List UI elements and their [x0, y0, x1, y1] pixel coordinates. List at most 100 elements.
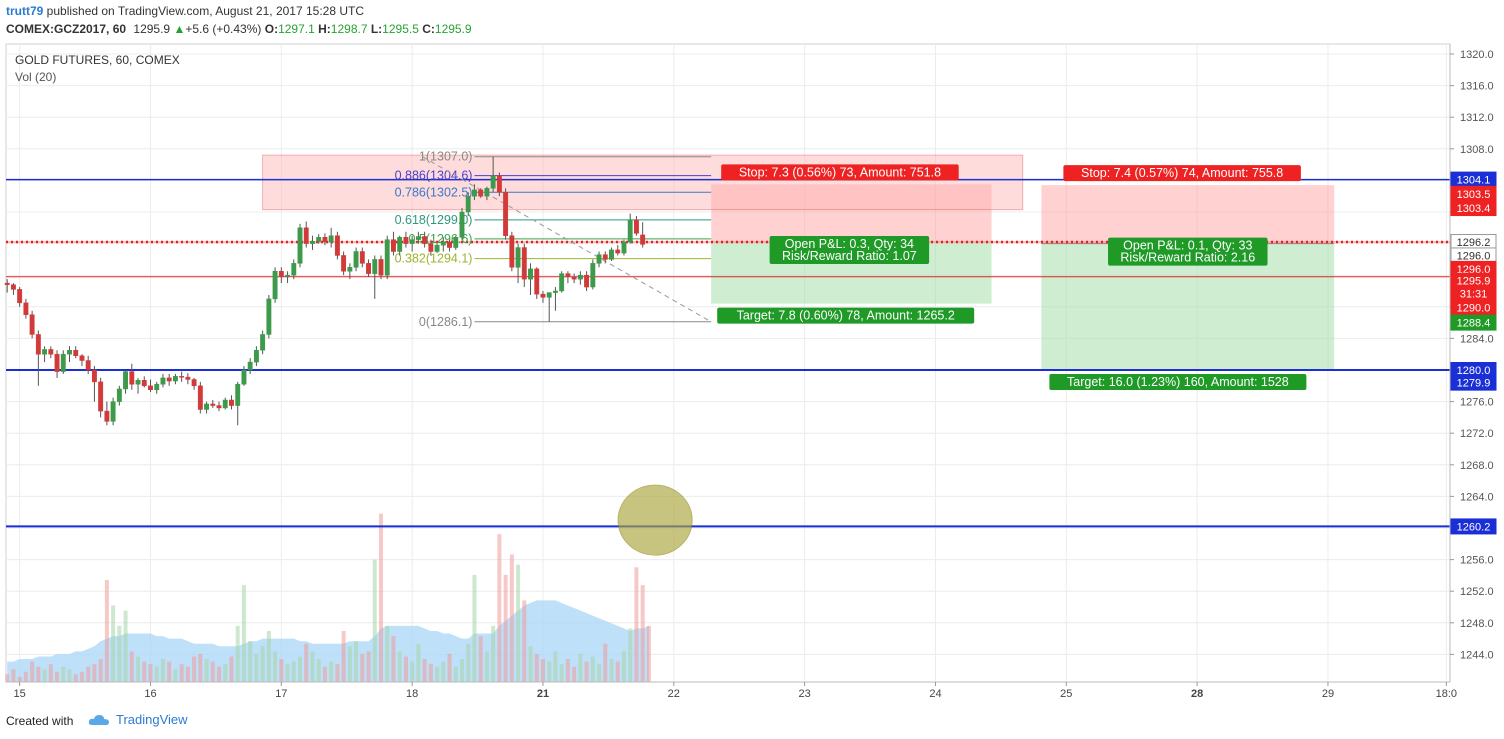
author-link[interactable]: trutt79: [6, 4, 44, 18]
volume-bar: [273, 651, 278, 682]
volume-bar: [235, 625, 240, 682]
candle-body: [602, 254, 608, 260]
volume-bar: [347, 646, 352, 682]
volume-bar: [435, 666, 440, 682]
volume-bar: [173, 669, 178, 682]
candle-body: [35, 334, 41, 355]
candle-body: [166, 377, 172, 382]
price-tag: 1303.5: [1457, 189, 1491, 201]
ellipse-drawing[interactable]: [617, 484, 693, 556]
volume-bar: [142, 661, 147, 682]
candle-body: [347, 267, 353, 272]
volume-bar: [322, 666, 327, 682]
candle-body: [372, 259, 378, 274]
price-tag: 1260.2: [1457, 521, 1491, 533]
candle-body: [185, 376, 191, 380]
brand-name: TradingView: [116, 712, 188, 727]
x-tick-label: 29: [1322, 688, 1334, 700]
candle-body: [154, 383, 160, 391]
candle-body: [409, 239, 415, 244]
volume-bar: [422, 659, 427, 682]
candle-body: [179, 376, 185, 378]
candle-body: [73, 350, 79, 357]
volume-bar: [522, 600, 527, 682]
candle-body: [322, 237, 328, 243]
candle-body: [596, 254, 602, 264]
candle-body: [148, 385, 153, 390]
volume-bar: [304, 643, 309, 682]
volume-bar: [111, 605, 116, 682]
candle-body: [241, 369, 247, 385]
volume-bar: [466, 643, 471, 682]
candle-body: [366, 263, 371, 274]
candle-body: [60, 353, 66, 372]
close-label: C:: [422, 22, 435, 36]
volume-bar: [285, 664, 290, 682]
volume-bar: [572, 666, 577, 682]
candle-body: [509, 235, 515, 268]
volume-bar: [547, 661, 552, 682]
x-tick-label: 18: [406, 688, 418, 700]
volume-pane: [5, 513, 651, 682]
candle-body: [23, 302, 29, 315]
volume-bar: [279, 659, 284, 682]
candle-body: [110, 401, 116, 422]
candle-body: [291, 263, 297, 276]
time-axis[interactable]: 15 16 17 18 21 22 23 24 25 28 29 18:0: [6, 681, 1457, 700]
position-target-label: Target: 16.0 (1.23%) 160, Amount: 1528: [1067, 375, 1289, 389]
x-tick-label: 15: [14, 688, 26, 700]
tradingview-brand[interactable]: TradingView: [88, 712, 188, 727]
price-tag: 1279.9: [1457, 378, 1491, 390]
candle-body: [54, 353, 60, 372]
candle-body: [447, 241, 452, 248]
position-target-label: Target: 7.8 (0.60%) 78, Amount: 1265.2: [737, 309, 955, 323]
candle-body: [590, 263, 596, 288]
volume-bar: [584, 661, 589, 682]
candle-body: [633, 219, 639, 234]
volume-bar: [341, 631, 346, 682]
position-stop-zone: [1041, 185, 1335, 244]
candle-body: [484, 188, 490, 197]
candle-body: [235, 383, 241, 406]
volume-bar: [123, 610, 128, 682]
volume-bar: [17, 676, 22, 682]
position-stop-label-bg: [721, 164, 959, 181]
candle-body: [621, 241, 627, 254]
candle-body: [521, 247, 527, 280]
volume-bar: [204, 659, 209, 682]
candle-body: [10, 284, 16, 290]
volume-bar: [23, 671, 28, 682]
created-with-text: Created with: [6, 714, 74, 728]
volume-bar: [491, 625, 496, 682]
volume-bar: [441, 661, 446, 682]
y-tick-label: 1308.0: [1460, 144, 1494, 156]
volume-bar: [397, 651, 402, 682]
volume-bar: [634, 567, 639, 682]
price-tag-bg: [1450, 314, 1497, 331]
volume-bar: [578, 653, 583, 682]
position-labels: Stop: 7.3 (0.56%) 73, Amount: 751.8 Targe…: [717, 164, 1307, 390]
fib-level-label: 1(1307.0): [419, 150, 473, 164]
volume-bar: [79, 671, 84, 682]
price-axis[interactable]: 1244.01248.01252.01256.01260.01264.01268…: [1450, 49, 1494, 661]
y-tick-label: 1248.0: [1460, 618, 1494, 630]
candle-body: [29, 314, 35, 335]
candle-body: [459, 211, 465, 238]
candle-body: [440, 241, 446, 246]
volume-bar: [472, 574, 477, 682]
volume-bar: [453, 666, 458, 682]
candle-body: [528, 268, 533, 280]
candle-body: [123, 371, 129, 390]
volume-bar: [223, 664, 228, 682]
candle-body: [253, 350, 259, 363]
volume-bar: [148, 664, 153, 682]
candle-body: [191, 379, 197, 387]
volume-bar: [478, 636, 483, 682]
candle-body: [428, 243, 434, 252]
volume-bar: [385, 625, 390, 682]
price-chart[interactable]: 1(1307.0) 0.886(1304.6) 0.786(1302.5) 0.618…: [0, 40, 1504, 708]
candle-body: [540, 293, 546, 298]
volume-bar: [484, 651, 489, 682]
volume-bar: [403, 656, 408, 682]
volume-bar: [410, 661, 415, 682]
